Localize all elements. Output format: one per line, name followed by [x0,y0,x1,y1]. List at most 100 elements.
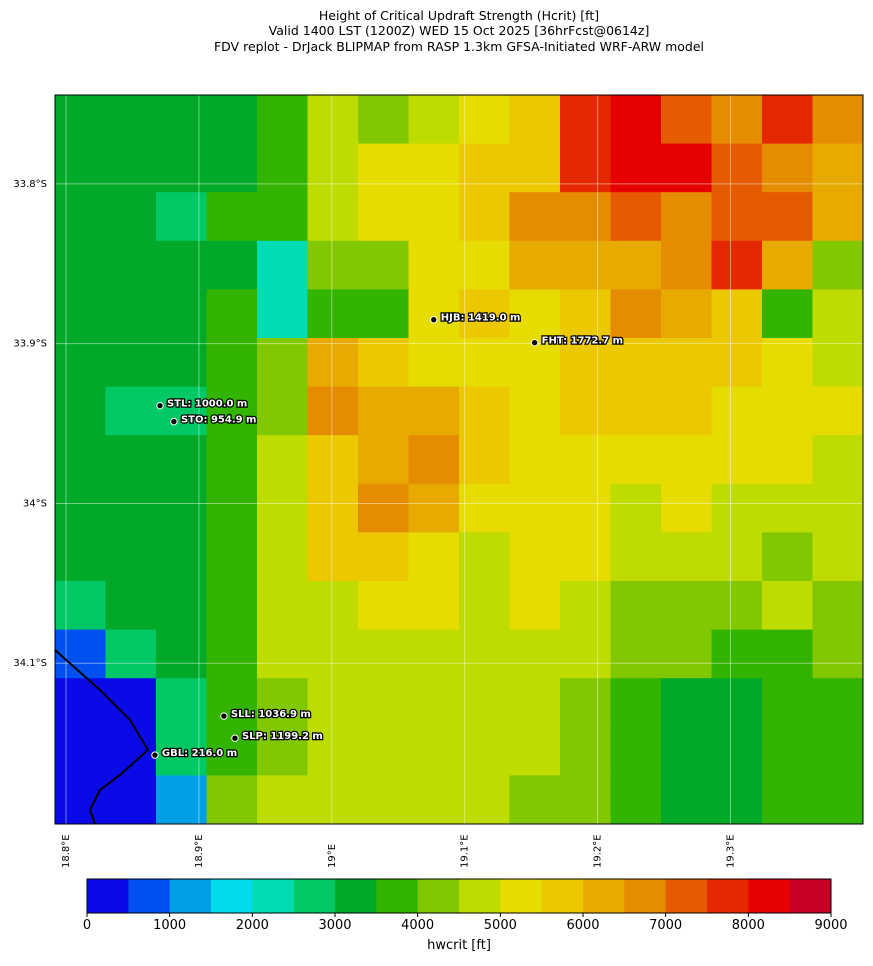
field-cell [206,775,258,825]
field-cell [156,240,207,290]
field-cell [762,338,813,388]
field-cell [610,581,662,631]
field-cell [55,386,106,436]
field-cell [156,678,207,728]
field-cell [509,678,561,728]
field-cell [358,775,409,825]
colorbar-segment [335,879,377,913]
field-cell [206,240,258,290]
colorbar-tick-label: 3000 [318,918,351,933]
field-cell [711,95,763,145]
field-cell [55,726,106,776]
field-cell [206,143,258,193]
field-cell [812,678,864,728]
field-cell [206,386,258,436]
field-cell [509,386,561,436]
field-cell [156,532,207,582]
field-cell [307,581,359,631]
field-cell [711,726,763,776]
field-cell [812,143,864,193]
station-marker [156,401,164,410]
field-cell [358,338,409,388]
field-cell [358,581,409,631]
field-cell [408,483,460,533]
field-cell [661,240,712,290]
field-cell [105,726,157,776]
field-cell [408,289,460,339]
station-label: GBL: 216.0 m [162,748,237,759]
colorbar-segment [459,879,501,913]
field-cell [206,192,258,242]
x-tick-label: 19°E [327,844,338,868]
field-cell [307,192,359,242]
field-cell [560,386,611,436]
field-cell [459,289,510,339]
field-cell [408,192,460,242]
field-cell [812,192,864,242]
field-cell [358,678,409,728]
station-label: SLL: 1036.9 m [231,709,311,720]
field-cell [206,726,258,776]
field-cell [560,483,611,533]
field-cell [459,240,510,290]
colorbar-segment [583,879,625,913]
field-cell [307,289,359,339]
colorbar-segment [665,879,708,913]
field-cell [358,192,409,242]
field-cell [408,240,460,290]
field-cell [560,532,611,582]
field-cell [206,581,258,631]
field-cell [762,726,813,776]
field-cell [206,435,258,485]
field-cell [257,289,308,339]
field-cell [560,775,611,825]
field-cell [560,581,611,631]
colorbar-segment [707,879,749,913]
colorbar-tick-label: 0 [83,918,91,933]
field-cell [711,629,763,679]
field-cell [408,95,460,145]
colorbar-segment [169,879,212,913]
field-cell [812,240,864,290]
colorbar-segment [417,879,460,913]
field-cell [459,775,510,825]
field-cell [661,629,712,679]
field-cell [206,289,258,339]
colorbar-segment [376,879,418,913]
field-cell [307,143,359,193]
field-cell [156,192,207,242]
field-cell [610,95,662,145]
y-tick-label: 34°S [23,498,47,509]
field-cell [105,581,157,631]
field-cell [762,581,813,631]
field-cell [762,483,813,533]
colorbar-segment [87,879,129,913]
field-cell [509,629,561,679]
field-cell [55,95,106,145]
field-cell [257,483,308,533]
field-cell [560,629,611,679]
field-cell [408,775,460,825]
field-cell [610,289,662,339]
colorbar-tick-label: 5000 [484,918,517,933]
field-cell [711,240,763,290]
colorbar-segment [789,879,832,913]
field-cell [711,435,763,485]
field-cell [560,289,611,339]
colorbar-segment [624,879,666,913]
colorbar-segment [252,879,294,913]
field-cell [459,143,510,193]
field-cell [156,143,207,193]
field-cell [711,678,763,728]
station-marker [231,734,239,742]
field-cell [55,532,106,582]
field-cell [509,435,561,485]
field-cell [105,95,157,145]
field-cell [156,435,207,485]
field-cell [358,435,409,485]
field-cell [762,289,813,339]
field-cell [661,338,712,388]
field-cell [711,386,763,436]
field-cell [610,240,662,290]
field-cell [55,581,106,631]
